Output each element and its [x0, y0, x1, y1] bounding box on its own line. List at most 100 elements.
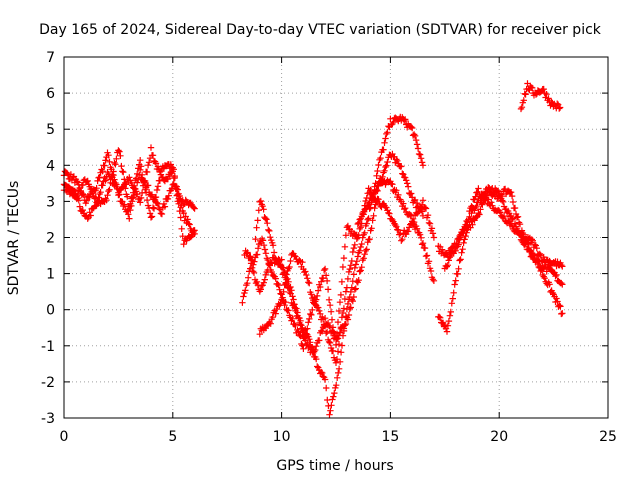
- data-point-marker: [321, 315, 329, 322]
- data-point-marker: [71, 187, 79, 195]
- data-point-marker: [558, 261, 565, 269]
- data-point-marker: [477, 206, 484, 213]
- data-point-marker: [120, 169, 127, 176]
- data-point-marker: [319, 275, 327, 282]
- data-point-marker: [351, 264, 358, 272]
- data-point-marker: [253, 224, 260, 231]
- data-point-marker: [408, 190, 415, 197]
- data-point-marker: [277, 263, 285, 270]
- data-point-marker: [156, 177, 164, 184]
- data-point-marker: [297, 317, 304, 324]
- data-point-marker: [528, 236, 535, 243]
- data-point-marker: [282, 279, 289, 286]
- data-point-marker: [437, 314, 444, 321]
- data-point-marker: [137, 157, 144, 164]
- data-point-marker: [521, 90, 528, 97]
- data-point-marker: [180, 209, 187, 217]
- data-point-marker: [347, 304, 354, 311]
- data-point-marker: [332, 359, 340, 366]
- series-track-6: [256, 185, 438, 349]
- data-point-marker: [191, 227, 198, 234]
- data-point-marker: [342, 320, 350, 328]
- data-point-marker: [350, 244, 357, 252]
- data-point-marker: [396, 231, 403, 238]
- y-tick-label: 3: [46, 194, 55, 210]
- data-point-marker: [284, 275, 291, 282]
- data-point-marker: [328, 402, 335, 409]
- data-point-marker: [317, 283, 324, 291]
- data-point-marker: [422, 205, 430, 212]
- data-point-marker: [165, 192, 172, 199]
- data-point-marker: [357, 243, 364, 251]
- data-point-marker: [419, 240, 427, 247]
- data-point-marker: [352, 285, 359, 292]
- data-point-marker: [266, 262, 273, 269]
- data-point-marker: [334, 348, 342, 355]
- data-point-marker: [334, 318, 342, 326]
- data-point-marker: [338, 278, 346, 285]
- data-point-marker: [454, 270, 461, 278]
- data-point-marker: [113, 155, 120, 162]
- data-point-marker: [317, 310, 324, 317]
- data-point-marker: [154, 200, 162, 208]
- data-point-marker: [419, 162, 427, 169]
- data-point-marker: [133, 175, 140, 182]
- data-point-marker: [399, 170, 406, 177]
- data-point-marker: [515, 230, 523, 237]
- series-track-11: [517, 80, 564, 113]
- data-point-marker: [413, 225, 421, 232]
- data-point-marker: [102, 157, 109, 164]
- data-point-marker: [421, 244, 429, 252]
- data-point-marker: [552, 273, 559, 280]
- data-point-marker: [261, 276, 268, 283]
- data-point-marker: [137, 199, 144, 206]
- data-point-marker: [84, 215, 91, 222]
- y-tick-label: -3: [41, 411, 55, 427]
- data-point-marker: [92, 202, 99, 210]
- data-point-marker: [319, 328, 326, 335]
- data-point-marker: [345, 268, 353, 276]
- data-point-marker: [335, 307, 343, 315]
- data-point-marker: [475, 185, 482, 192]
- data-point-marker: [343, 284, 351, 291]
- data-point-marker: [305, 319, 312, 326]
- data-point-marker: [265, 226, 272, 234]
- data-point-marker: [256, 331, 263, 338]
- data-point-marker: [76, 203, 83, 210]
- data-point-marker: [333, 382, 340, 389]
- data-point-marker: [251, 258, 258, 265]
- data-point-marker: [302, 326, 309, 333]
- y-tick-label: 2: [46, 231, 55, 247]
- data-point-marker: [500, 212, 508, 220]
- data-point-marker: [73, 178, 81, 185]
- data-point-marker: [152, 193, 160, 201]
- data-point-marker: [362, 247, 369, 254]
- data-point-marker: [425, 258, 433, 265]
- data-point-marker: [140, 178, 148, 186]
- data-point-marker: [557, 303, 564, 310]
- data-point-marker: [341, 295, 349, 303]
- data-point-marker: [382, 163, 389, 171]
- data-point-marker: [452, 247, 459, 254]
- data-point-marker: [325, 322, 333, 329]
- x-tick-label: 5: [168, 429, 177, 445]
- data-point-marker: [264, 256, 271, 264]
- data-point-marker: [121, 201, 128, 208]
- data-point-marker: [411, 132, 419, 140]
- data-point-marker: [336, 329, 344, 336]
- data-point-marker: [367, 186, 374, 194]
- data-point-marker: [322, 272, 330, 279]
- data-point-marker: [275, 282, 282, 289]
- data-point-marker: [549, 289, 556, 297]
- y-tick-label: 4: [46, 158, 55, 174]
- data-point-marker: [446, 312, 454, 319]
- data-point-marker: [522, 91, 529, 98]
- data-point-marker: [313, 296, 320, 303]
- data-point-marker: [511, 204, 519, 212]
- data-point-marker: [412, 136, 420, 144]
- data-point-marker: [287, 290, 294, 297]
- data-point-marker: [290, 300, 297, 308]
- data-point-marker: [180, 241, 187, 248]
- data-point-marker: [301, 335, 308, 342]
- data-point-marker: [130, 189, 137, 196]
